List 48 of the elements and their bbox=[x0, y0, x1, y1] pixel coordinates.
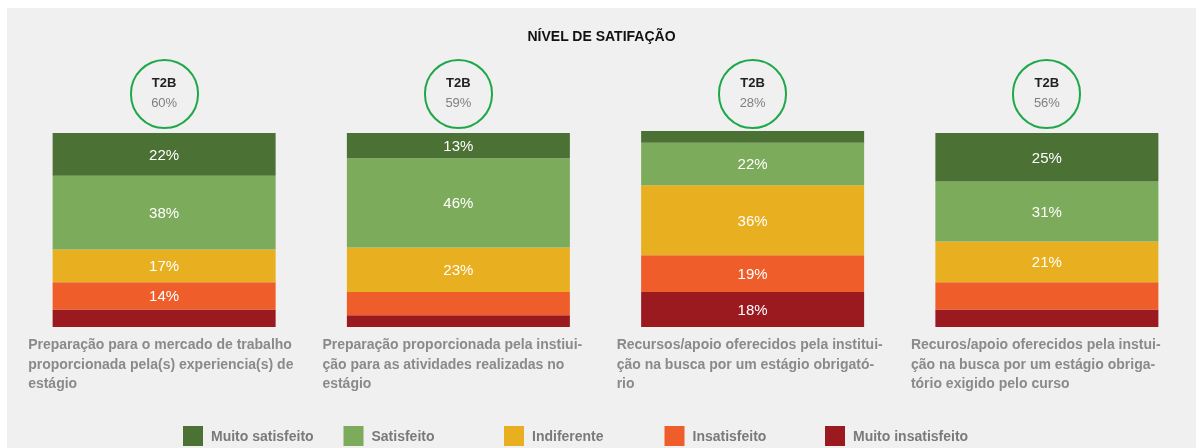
bar bbox=[641, 255, 865, 293]
bar bbox=[52, 282, 276, 310]
legend-label: Muito satisfeito bbox=[211, 428, 314, 444]
data-label: 17% bbox=[149, 257, 180, 275]
x-tick-label: Preparação para o mercado de trabalho proporcionada pela(s) experiencia(s) de estágio bbox=[28, 335, 294, 394]
data-label: 23% bbox=[443, 261, 474, 279]
bar bbox=[346, 292, 570, 316]
text: T2B 60% bbox=[151, 75, 178, 110]
bar bbox=[641, 142, 865, 186]
text: T2B 56% bbox=[1033, 75, 1060, 110]
legend-label: Indiferente bbox=[532, 428, 604, 444]
bar bbox=[641, 131, 865, 143]
data-label: 22% bbox=[149, 145, 180, 163]
bar bbox=[935, 241, 1159, 283]
x-tick-label: Recursos/apoio oferecidos pela institui- ção na busca por um estágio obrigató- rio bbox=[616, 335, 883, 394]
data-label: 31% bbox=[1031, 203, 1062, 221]
data-label: 14% bbox=[149, 287, 180, 305]
legend-label: Muito insatisfeito bbox=[853, 428, 969, 444]
chart-title: NÍVEL DE SATIFAÇÃO bbox=[527, 27, 676, 44]
text: T2B 59% bbox=[445, 75, 472, 110]
data-label: 46% bbox=[443, 194, 474, 212]
bar bbox=[346, 132, 570, 159]
data-label: 18% bbox=[737, 301, 768, 319]
bar bbox=[52, 132, 276, 176]
bar bbox=[935, 309, 1159, 327]
data-label: 13% bbox=[443, 137, 474, 155]
bar bbox=[935, 181, 1159, 242]
data-label: 22% bbox=[737, 155, 768, 173]
data-label: 36% bbox=[737, 211, 768, 229]
data-label: 21% bbox=[1031, 253, 1062, 271]
bar bbox=[935, 282, 1159, 310]
data-label: 19% bbox=[737, 265, 768, 283]
bar bbox=[52, 249, 276, 283]
bar bbox=[52, 175, 276, 250]
text: T2B 28% bbox=[739, 75, 766, 110]
bar bbox=[346, 158, 570, 248]
bar bbox=[935, 132, 1159, 182]
bar bbox=[346, 315, 570, 327]
legend-label: Insatisfeito bbox=[692, 428, 767, 444]
bar bbox=[346, 247, 570, 293]
data-label: 38% bbox=[149, 204, 180, 222]
bar bbox=[641, 292, 865, 327]
data-label: 25% bbox=[1031, 148, 1062, 166]
bar bbox=[641, 185, 865, 256]
legend-label: Satisfeito bbox=[371, 428, 435, 444]
bar bbox=[52, 309, 276, 327]
x-tick-label: Recuros/apoio oferecidos pela instui- ção na busca por um estágio obriga- tório exigido pelo curso bbox=[910, 335, 1161, 394]
x-tick-label: Preparação proporcionada pela instiui- ção para as atividades realizadas no estágio bbox=[322, 335, 583, 394]
